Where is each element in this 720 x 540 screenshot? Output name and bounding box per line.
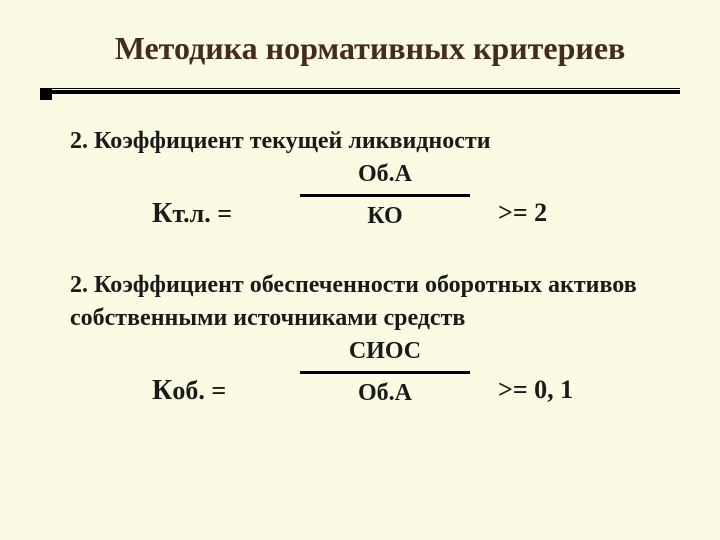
title-rule [40,88,680,94]
formula-2-lhs: Коб. = [152,372,226,410]
formula-1-fraction: Об.А КО [290,161,480,229]
slide-title: Методика нормативных критериев [60,30,680,67]
section2-heading: 2. Коэффициент обеспеченности оборотных … [70,269,660,334]
rule-line-top [40,88,680,89]
formula-1-bar [300,194,470,197]
formula-2-bar [300,371,470,374]
formula-2-rhs: >= 0, 1 [498,372,573,407]
formula-1: Кт.л. = Об.А КО >= 2 [70,161,660,261]
formula-2-fraction: СИОС Об.А [290,338,480,406]
formula-1-lhs-sub: т.л. = [172,199,232,228]
formula-1-denominator: КО [290,203,480,229]
formula-2-lhs-k: К [152,375,172,406]
formula-1-numerator: Об.А [290,161,480,187]
formula-1-rhs: >= 2 [498,195,547,230]
formula-2-lhs-sub: об. = [172,376,226,405]
formula-1-lhs-k: К [152,198,172,229]
formula-2-numerator: СИОС [290,338,480,364]
slide: Методика нормативных критериев 2. Коэффи… [0,0,720,540]
rule-tick [40,88,52,100]
formula-1-lhs: Кт.л. = [152,195,232,233]
rule-line-bottom [40,93,680,94]
content-area: 2. Коэффициент текущей ликвидности Кт.л.… [70,125,660,446]
formula-2: Коб. = СИОС Об.А >= 0, 1 [70,338,660,438]
section1-heading: 2. Коэффициент текущей ликвидности [70,125,660,157]
formula-2-denominator: Об.А [290,380,480,406]
